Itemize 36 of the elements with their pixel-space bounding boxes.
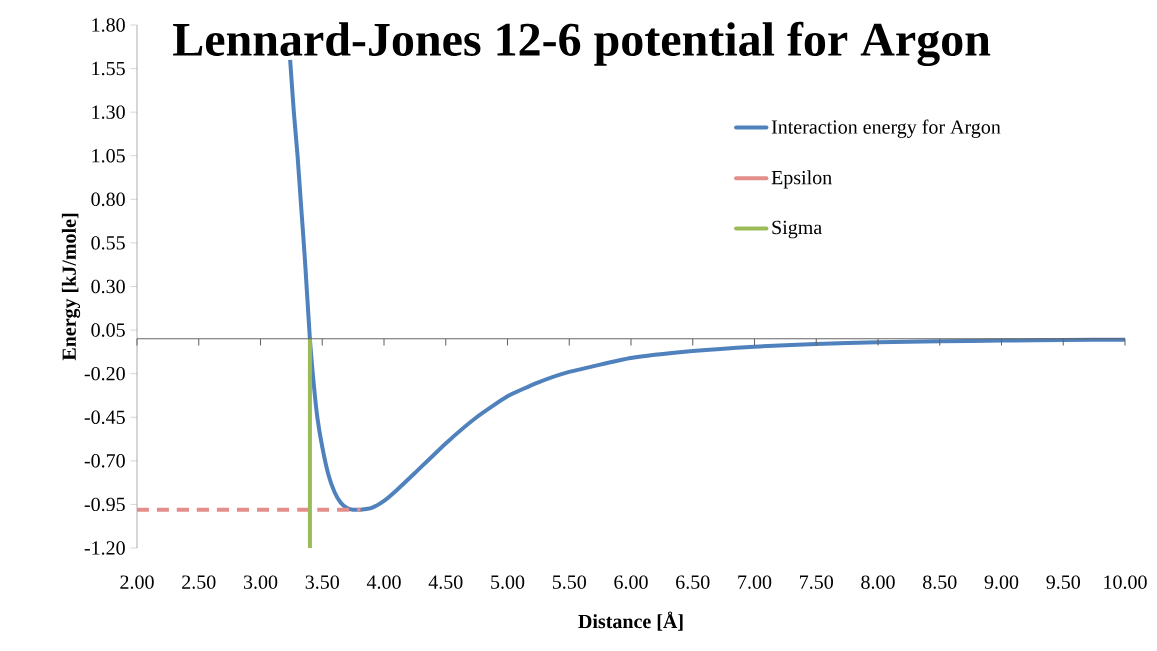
x-tick-label: 6.00 [614, 575, 648, 589]
x-tick-label: 5.50 [552, 575, 586, 589]
y-tick-label: 0.80 [91, 192, 125, 207]
x-tick-label: 2.00 [120, 575, 154, 589]
x-tick-label: 10.00 [1104, 575, 1147, 589]
x-tick-label: 5.00 [491, 575, 525, 589]
x-tick-label: 7.00 [738, 575, 772, 589]
x-axis-title: Distance [Å] [578, 611, 683, 631]
x-tick-label: 4.50 [428, 575, 463, 589]
y-axis-title: Energy [kJ/mole] [61, 213, 81, 361]
x-tick-label: 8.00 [861, 575, 895, 589]
y-tick-label: -0.70 [84, 454, 125, 468]
legend-label: Interaction energy for Argon [771, 119, 1001, 138]
y-tick-label: 0.05 [91, 323, 125, 337]
y-tick-label: 0.55 [91, 236, 125, 250]
x-tick-label: 6.50 [676, 575, 710, 589]
y-tick-label: 1.80 [92, 18, 125, 32]
x-tick-label: 4.00 [366, 575, 401, 589]
y-tick-label: -0.95 [84, 497, 125, 512]
legend-label: Epsilon [771, 170, 832, 189]
y-tick-label: -0.20 [84, 366, 125, 381]
y-tick-label: 1.05 [92, 148, 125, 163]
legend-label: Sigma [772, 220, 822, 239]
y-tick-label: -0.45 [84, 410, 125, 425]
x-tick-label: 7.50 [800, 575, 833, 589]
x-tick-label: 9.50 [1046, 575, 1080, 589]
x-tick-label: 3.00 [243, 575, 278, 589]
x-tick-label: 8.50 [923, 575, 957, 589]
y-tick-label: 1.30 [92, 105, 125, 119]
y-tick-label: -1.20 [84, 541, 125, 555]
x-tick-label: 3.50 [305, 575, 339, 589]
y-tick-label: 0.30 [91, 279, 125, 294]
chart-title: Lennard-Jones 12-6 potential for Argon [173, 21, 991, 67]
y-tick-label: 1.55 [92, 61, 125, 76]
x-tick-label: 9.00 [984, 575, 1019, 589]
x-tick-label: 2.50 [182, 575, 216, 589]
